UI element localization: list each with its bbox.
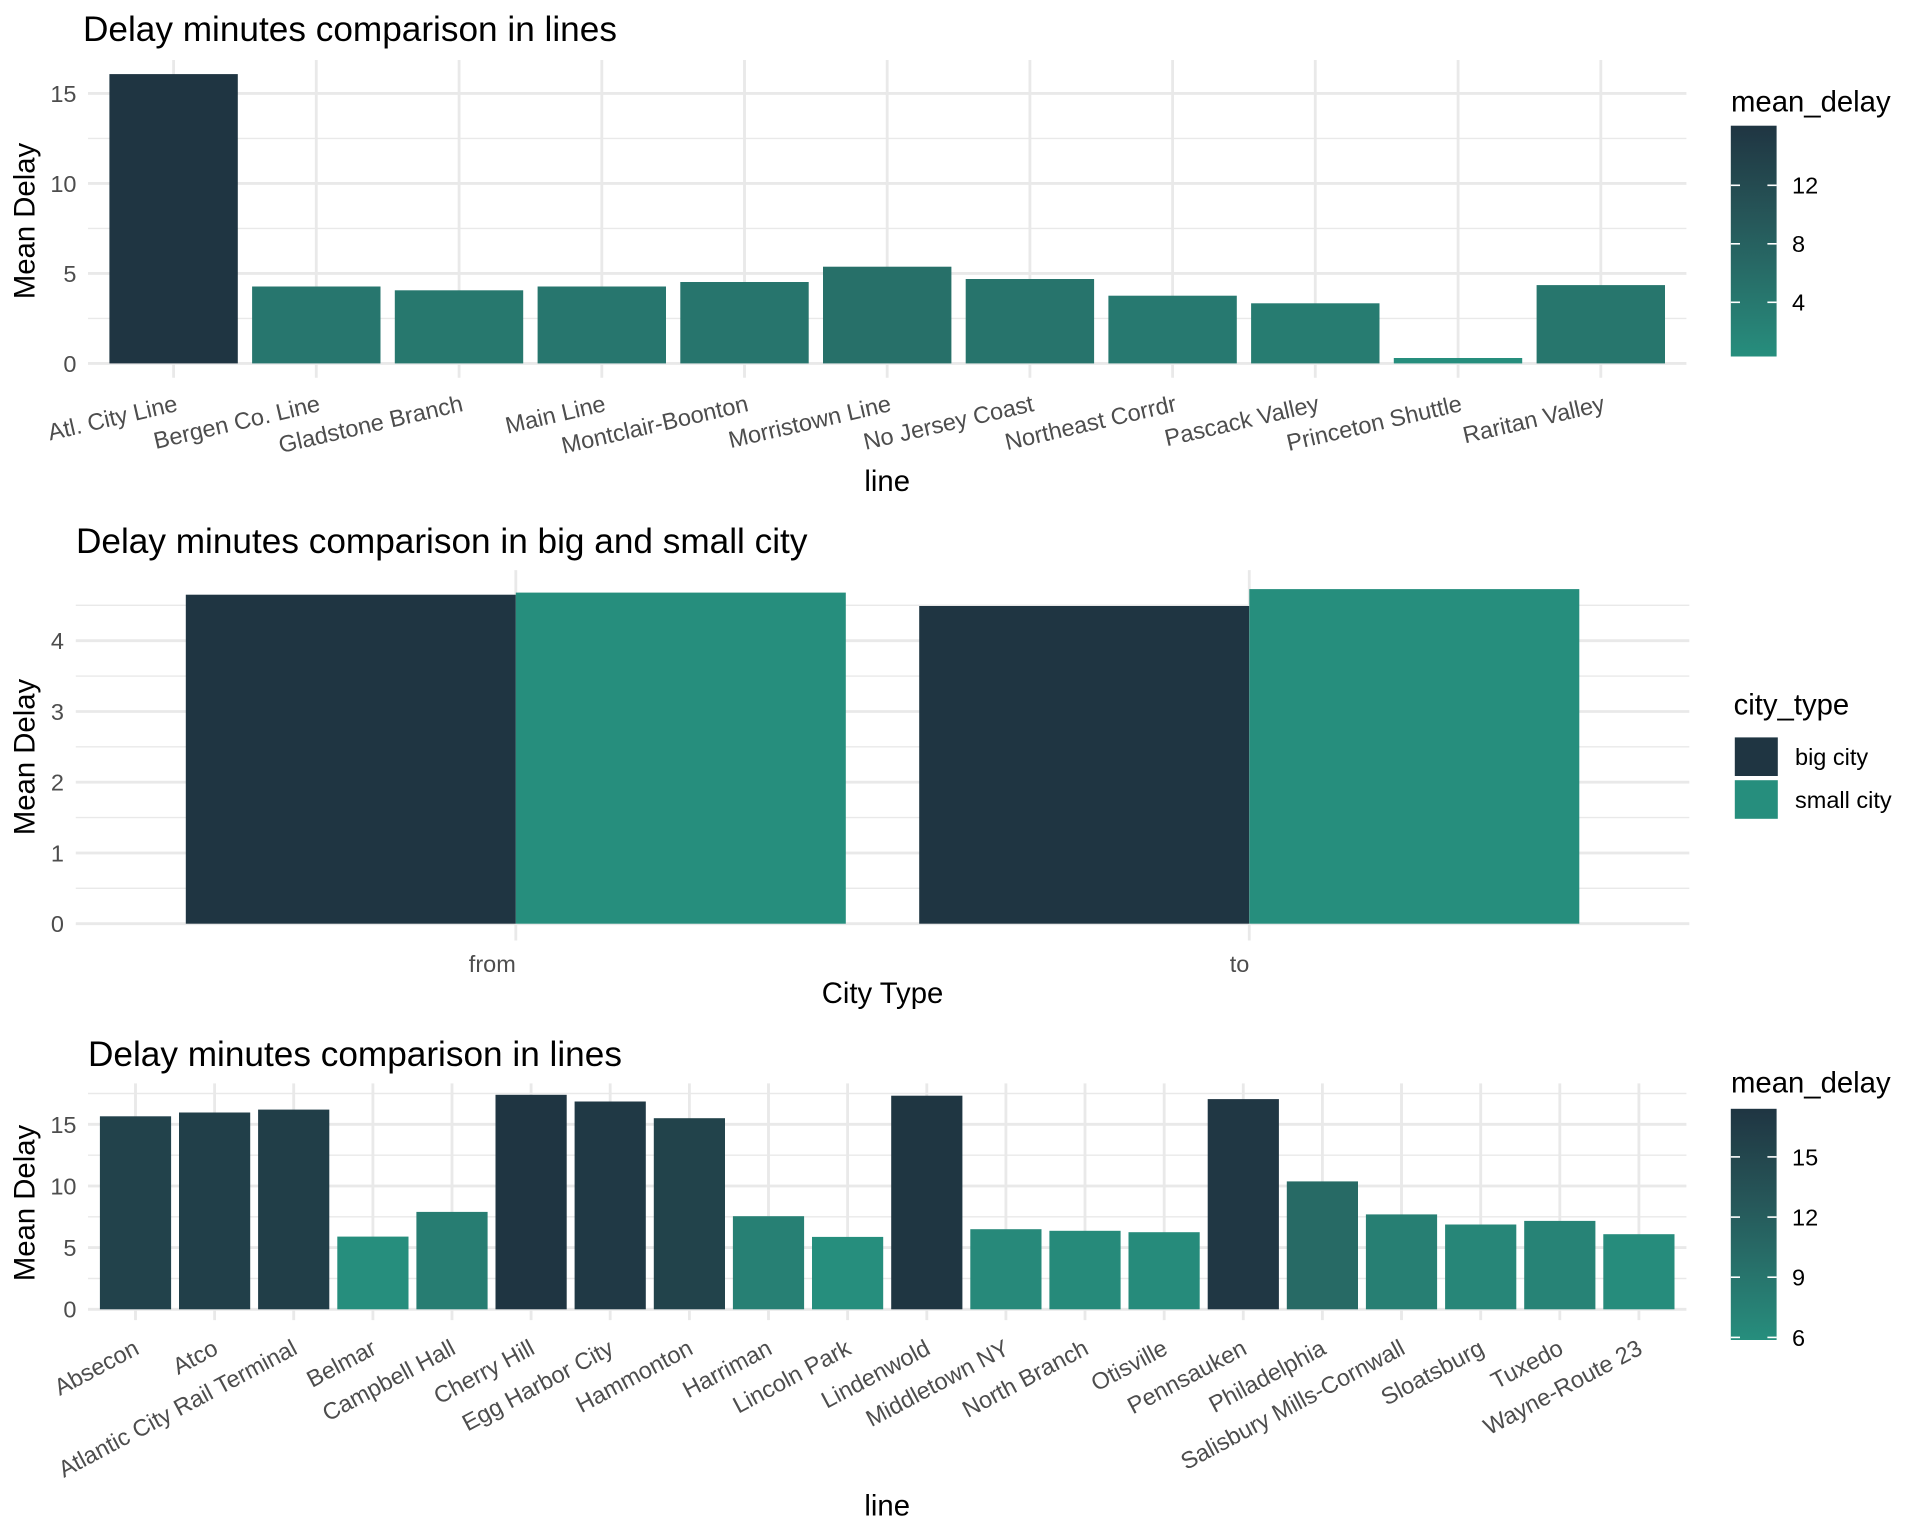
- svg-text:9: 9: [1792, 1265, 1805, 1291]
- svg-text:3: 3: [51, 699, 64, 725]
- svg-text:mean_delay: mean_delay: [1731, 1067, 1891, 1100]
- svg-text:City Type: City Type: [822, 977, 944, 1010]
- svg-text:12: 12: [1792, 1205, 1818, 1231]
- svg-text:from: from: [469, 951, 516, 977]
- svg-text:Mean Delay: Mean Delay: [9, 1124, 42, 1281]
- svg-text:Delay minutes comparison in li: Delay minutes comparison in lines: [83, 10, 617, 49]
- svg-text:10: 10: [50, 1173, 76, 1199]
- svg-text:1: 1: [51, 840, 64, 866]
- svg-text:15: 15: [50, 81, 76, 107]
- svg-text:to: to: [1230, 951, 1250, 977]
- svg-text:mean_delay: mean_delay: [1731, 86, 1891, 119]
- svg-text:Mean Delay: Mean Delay: [9, 678, 42, 835]
- svg-text:Delay minutes comparison in bi: Delay minutes comparison in big and smal…: [76, 522, 808, 561]
- svg-text:Mean Delay: Mean Delay: [9, 142, 42, 299]
- svg-text:15: 15: [50, 1112, 76, 1138]
- svg-text:4: 4: [51, 628, 64, 654]
- svg-text:8: 8: [1792, 231, 1805, 257]
- svg-text:5: 5: [63, 261, 76, 287]
- svg-text:15: 15: [1792, 1144, 1818, 1170]
- svg-text:small city: small city: [1795, 787, 1892, 813]
- svg-text:Delay minutes comparison in li: Delay minutes comparison in lines: [88, 1035, 622, 1074]
- svg-text:line: line: [864, 1490, 910, 1523]
- svg-text:0: 0: [51, 911, 64, 937]
- svg-text:4: 4: [1792, 290, 1805, 316]
- svg-text:city_type: city_type: [1734, 689, 1850, 722]
- svg-text:big city: big city: [1795, 744, 1868, 770]
- svg-text:6: 6: [1792, 1325, 1805, 1351]
- svg-text:line: line: [864, 465, 910, 498]
- svg-text:10: 10: [50, 171, 76, 197]
- svg-text:12: 12: [1792, 173, 1818, 199]
- svg-text:5: 5: [63, 1235, 76, 1261]
- svg-text:2: 2: [51, 770, 64, 796]
- svg-text:0: 0: [63, 351, 76, 377]
- svg-text:0: 0: [63, 1297, 76, 1323]
